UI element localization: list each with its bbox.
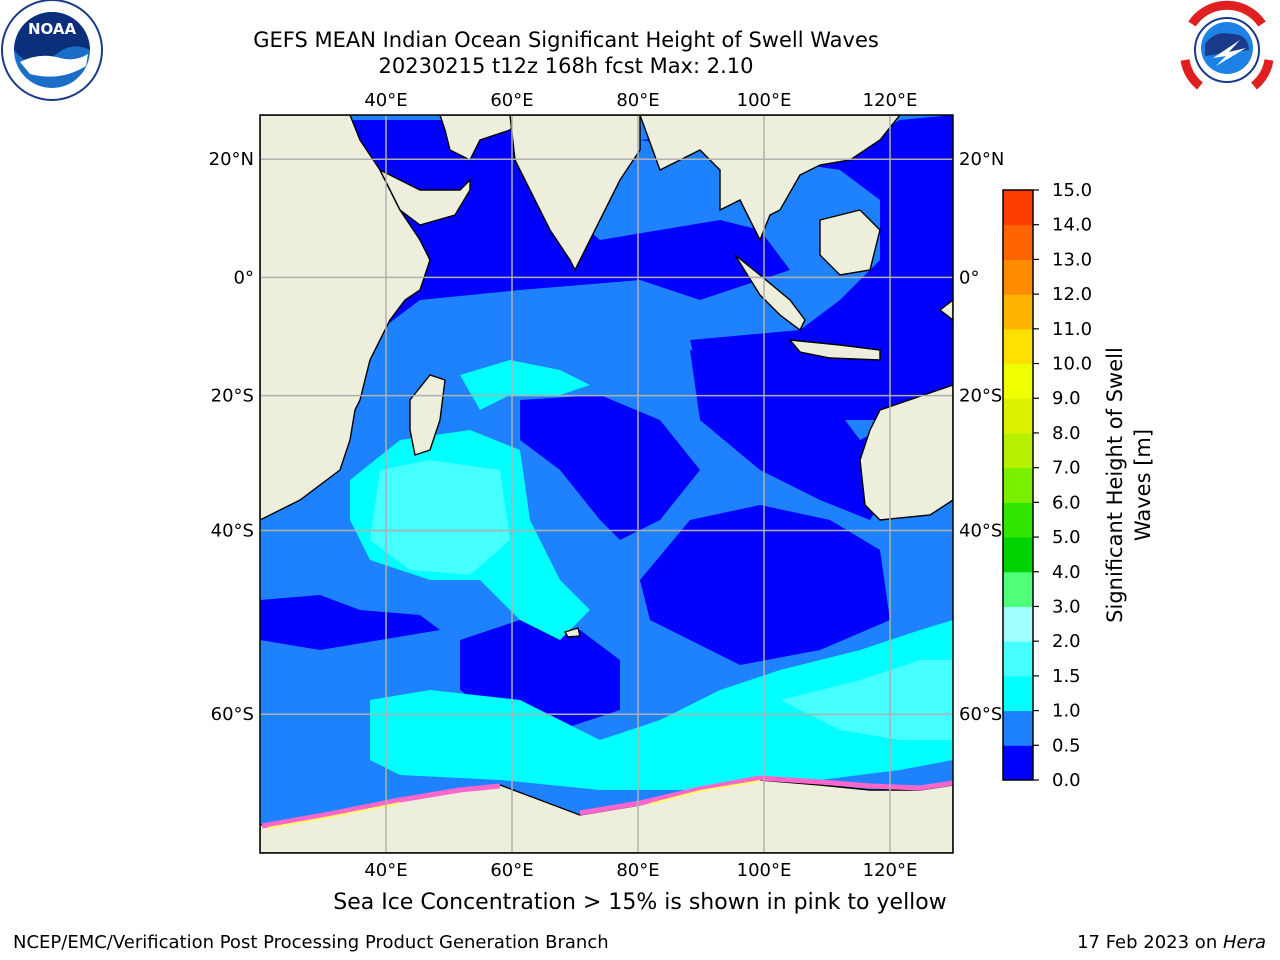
footer-date: 17 Feb 2023 on Hera [1077,932,1266,953]
graticule [260,115,953,853]
lon-label-top: 60°E [490,90,533,111]
new-guinea-edge [938,299,953,321]
map-area [260,115,953,853]
colorbar-tick-label: 11.0 [1052,319,1092,340]
lon-label-top: 100°E [737,90,792,111]
colorbar-segment [1003,675,1033,712]
colorbar-tick-label: 12.0 [1052,284,1092,305]
lat-label-left: 40°S [211,520,254,541]
colorbar-frame [1002,189,1034,781]
lon-label-bottom: 40°E [364,860,407,881]
colorbar-segment [1003,398,1033,434]
lat-label-right: 60°S [959,704,1002,725]
colorbar-segment [1003,190,1033,226]
footer-credit: NCEP/EMC/Verification Post Processing Pr… [13,932,609,953]
colorbar-tick-label: 14.0 [1052,215,1092,236]
chart-title: GEFS MEAN Indian Ocean Significant Heigh… [253,28,879,52]
lat-labels-right: 20°N 0° 20°S 40°S 60°S [959,149,1004,725]
colorbar-label-line1: Significant Height of Swell [1103,347,1127,623]
colorbar-segment [1003,745,1033,781]
colorbar-tick-label: 7.0 [1052,458,1081,479]
colorbar-segment [1003,606,1033,642]
lat-label-right: 20°N [959,149,1004,170]
lat-label-left: 60°S [211,704,254,725]
australia [859,384,953,521]
noaa-logo-text: NOAA [28,20,77,38]
swell-mid-south [370,620,953,790]
colorbar-segment [1003,571,1033,607]
swell-low-mid [520,395,700,540]
colorbar-tick-label: 8.0 [1052,423,1081,444]
sea-ice [261,775,953,829]
colorbar-tick-label: 13.0 [1052,249,1092,270]
colorbar-segment [1003,537,1033,573]
borneo [819,209,881,276]
colorbar-tick-label: 2.0 [1052,631,1081,652]
colorbar-tick-label: 3.0 [1052,596,1081,617]
colorbar-tick-label: 0.0 [1052,770,1081,791]
colorbar-segment [1003,294,1033,330]
colorbar-segment [1003,641,1033,677]
swell-low-east [640,115,953,420]
footer-host: Hera [1222,932,1266,953]
colorbar-tick-label: 4.0 [1052,562,1081,583]
lat-label-left: 20°S [211,386,254,407]
colorbar-tick-label: 5.0 [1052,527,1081,548]
lat-label-right: 0° [959,267,979,288]
southeast-asia [639,115,901,242]
colorbar-segment [1003,710,1033,746]
swell-high-south [780,660,953,740]
lon-label-bottom: 120°E [863,860,918,881]
lat-label-left: 0° [234,267,254,288]
lon-label-top: 120°E [863,90,918,111]
swell-low-se-band [690,350,900,520]
lon-label-bottom: 100°E [737,860,792,881]
colorbar-segment [1003,432,1033,469]
india [509,115,641,272]
colorbar-tick-label: 15.0 [1052,180,1092,201]
colorbar-segment [1003,467,1033,503]
colorbar-tick-label: 10.0 [1052,354,1092,375]
colorbar-segment [1003,259,1033,295]
java [788,339,881,361]
chart-subtitle: 20230215 t12z 168h fcst Max: 2.10 [378,54,754,78]
colorbar-segment [1003,328,1033,365]
swell-low-west [260,595,440,650]
lat-label-right: 20°S [959,386,1002,407]
colorbar-tick-label: 1.5 [1052,666,1081,687]
swell-mid-band [460,360,590,410]
colorbar-tick-label: 1.0 [1052,701,1081,722]
arabian-peninsula [378,168,471,226]
lat-labels-left: 20°N 0° 20°S 40°S 60°S [209,149,254,725]
colorbar-segment [1003,363,1033,399]
lat-label-right: 40°S [959,520,1002,541]
land [260,115,953,853]
noaa-logo: NOAA [1,0,103,101]
lon-labels-bottom: 40°E 60°E 80°E 100°E 120°E [364,860,917,881]
lon-label-top: 80°E [616,90,659,111]
nws-logo [1179,0,1275,98]
colorbar-tick-label: 6.0 [1052,492,1081,513]
map-frame [259,114,954,854]
colorbar [1002,189,1034,781]
colorbar-segment [1003,502,1033,538]
colorbar-tick-label: 9.0 [1052,388,1081,409]
swell-high-west [370,460,510,575]
colorbar-segment [1003,224,1033,260]
lon-label-top: 40°E [364,90,407,111]
colorbar-ticks: 0.0 0.5 1.0 1.5 2.0 3.0 4.0 5.0 6.0 7.0 8.0 9.0 10.0… [1033,180,1092,791]
lon-labels-top: 40°E 60°E 80°E 100°E 120°E [364,90,917,111]
kerguelen-island [563,627,581,638]
lon-label-bottom: 80°E [616,860,659,881]
sea-ice-high [267,780,761,829]
footer-date-text: 17 Feb 2023 on [1077,932,1223,953]
colorbar-label-line2: Waves [m] [1131,429,1155,541]
swell-low-south-east [640,505,890,665]
lat-label-left: 20°N [209,149,254,170]
lon-label-bottom: 60°E [490,860,533,881]
colorbar-tick-label: 0.5 [1052,735,1081,756]
sea-ice-caption: Sea Ice Concentration > 15% is shown in … [333,890,947,915]
